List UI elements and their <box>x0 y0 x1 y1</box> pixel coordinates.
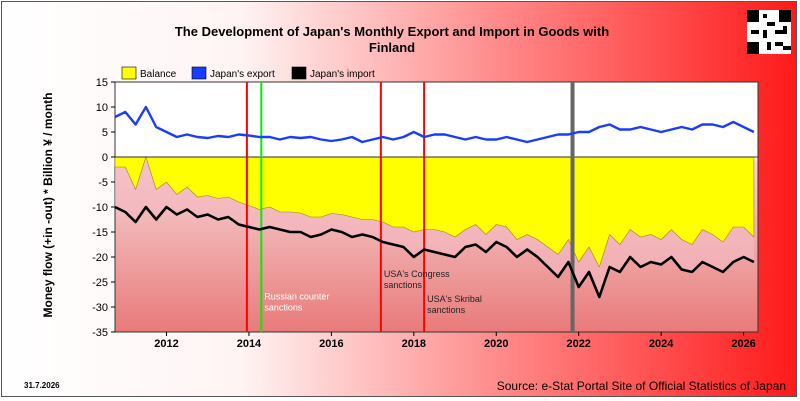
source-note: Source: e-Stat Portal Site of Official S… <box>496 379 786 393</box>
legend-label: Balance <box>140 69 177 80</box>
x-tick-label: 2022 <box>566 338 590 350</box>
event-label: sanctions <box>427 305 466 315</box>
y-tick-label: -30 <box>92 302 108 314</box>
y-tick-label: -35 <box>92 327 108 339</box>
x-tick-label: 2014 <box>237 338 262 350</box>
event-label: Russian counter <box>264 292 329 302</box>
x-tick-label: 2026 <box>731 338 755 350</box>
chart-title-line1: The Development of Japan's Monthly Expor… <box>174 24 610 39</box>
x-tick-label: 2020 <box>484 338 508 350</box>
x-tick-label: 2024 <box>649 338 674 350</box>
date-stamp: 31.7.2026 <box>24 381 60 390</box>
qr-code-icon <box>747 10 791 54</box>
x-tick-label: 2012 <box>154 338 178 350</box>
y-tick-label: -25 <box>92 277 108 289</box>
event-label: sanctions <box>384 280 423 290</box>
y-tick-label: 10 <box>96 102 108 114</box>
event-label: USA's Skribal <box>427 294 482 304</box>
y-tick-label: -20 <box>92 252 108 264</box>
import-line <box>114 205 755 299</box>
x-tick-label: 2016 <box>319 338 343 350</box>
event-label: USA's Congress <box>384 269 450 279</box>
y-tick-label: -15 <box>92 227 108 239</box>
y-tick-label: -5 <box>98 177 108 189</box>
faded-event-label: Russian sanctions <box>268 117 342 127</box>
legend-swatch <box>191 66 207 80</box>
export-line <box>114 105 755 144</box>
legend-label: Japan's import <box>310 69 375 80</box>
import-band <box>115 157 754 297</box>
x-tick-label: 2018 <box>402 338 426 350</box>
y-tick-label: -10 <box>92 202 108 214</box>
legend-swatch <box>291 66 307 80</box>
legend-label: Japan's export <box>210 69 275 80</box>
y-tick-label: 5 <box>102 127 108 139</box>
y-tick-label: 15 <box>96 77 108 89</box>
chart-title-line2: Finland <box>368 40 416 55</box>
balance-area <box>114 156 755 268</box>
legend-swatch <box>121 66 137 80</box>
y-tick-label: 0 <box>102 152 108 164</box>
event-label: sanctions <box>264 303 303 313</box>
